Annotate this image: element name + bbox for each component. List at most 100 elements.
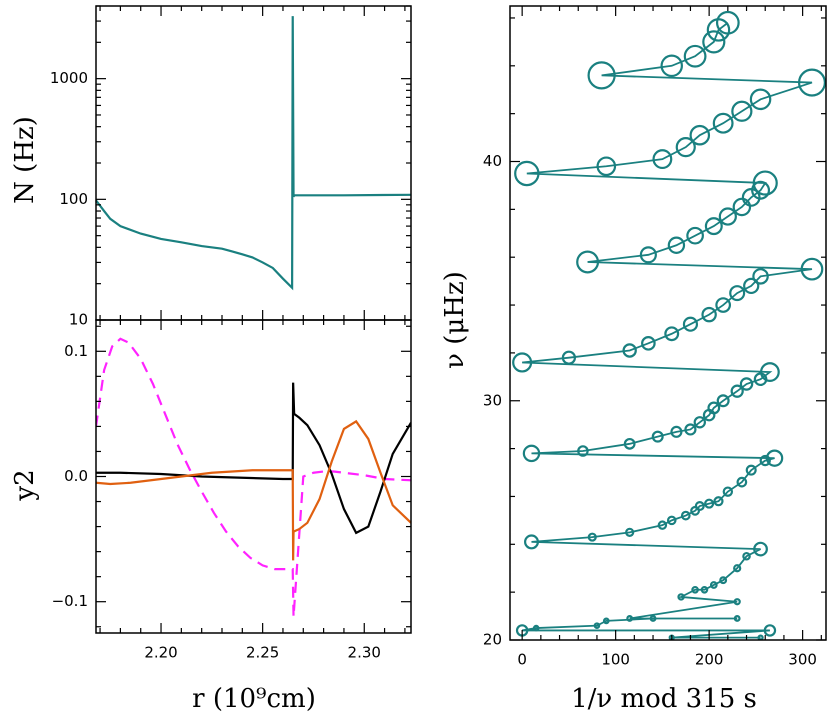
mode-marker [751,180,771,200]
mode-marker [797,68,826,97]
mode-marker [675,137,696,158]
mode-marker [719,576,728,585]
mode-marker [667,236,686,254]
mode-marker [760,362,780,382]
mode-marker [680,510,691,521]
y-tick-label: 20 [483,631,502,649]
mode-marker [753,541,768,557]
mode-marker [759,454,771,467]
mode-marker [709,581,718,589]
mode-marker [641,336,656,351]
mode-marker [700,585,709,594]
bottom-panel-frame [95,319,412,634]
mode-marker [763,624,777,637]
mode-marker [577,445,589,457]
mode-marker [660,54,683,78]
mode-marker [684,423,697,436]
mode-marker [664,326,680,342]
mode-marker [715,297,732,313]
mode-marker [733,615,741,622]
mode-marker [745,464,757,476]
y-tick-label: 30 [483,391,502,409]
mode-marker [716,394,730,408]
mode-marker [704,217,723,236]
mode-marker [514,160,540,187]
brunt-vaisala-panel: 1000 100 10 [50,5,412,329]
orange-eigenfunction [96,419,411,561]
mode-marker [701,306,717,323]
bottom-panel-y-axis-label: y2 [10,469,40,501]
x-tick-label: 100 [601,651,630,669]
mode-marker [712,112,734,134]
mode-marker [622,343,637,358]
mode-marker [602,617,610,625]
mode-marker [532,624,540,632]
mode-marker [702,30,726,54]
black-eigenfunction [96,382,411,535]
n-profile-line [95,16,412,291]
mode-marker [593,622,601,629]
mode-marker [596,156,617,177]
mode-marker [670,425,683,438]
mode-marker [657,520,668,530]
mode-marker [625,527,635,537]
mode-marker [587,532,597,542]
mode-marker [715,10,740,35]
echelle-plot-area [512,10,826,640]
mode-marker [652,149,673,170]
mode-marker [742,551,751,561]
mode-marker [649,615,657,622]
mode-marker [731,100,753,122]
mode-marker [587,61,616,90]
mode-marker [639,246,657,264]
bottom-panel-x-axis-label: r (10⁹cm) [192,684,316,714]
top-panel-y-axis-label: N (Hz) [10,116,40,204]
mode-marker [752,170,778,196]
mode-marker [689,124,711,146]
right-panel-y-axis-label: ν (μHz) [440,271,470,369]
eigenfunction-panel: 0.1 0.0 −0.1 2.20 2.25 2.30 [52,319,412,662]
mode-marker [765,449,784,467]
mode-marker [749,88,772,111]
mode-marker [691,585,699,594]
y-tick-label: 40 [483,152,502,170]
mode-connecting-line [521,22,813,639]
mode-marker [707,401,721,415]
mode-marker [729,285,746,302]
mode-marker [722,486,734,497]
mode-marker [512,352,533,373]
mode-marker [524,534,539,550]
mode-marker [718,207,737,226]
mode-marker [730,384,744,398]
mode-marker [683,44,707,68]
mode-marker [686,226,704,245]
mode-marker [800,257,824,281]
y-tick-label: −0.1 [52,592,88,610]
echelle-panel: 0 100 200 300 20 30 40 [483,5,827,669]
mode-marker [752,268,769,285]
x-tick-label: 0 [517,651,527,669]
mode-marker [743,277,760,295]
mode-marker [522,444,541,463]
mode-marker [682,316,699,332]
mode-marker [694,501,705,512]
mode-marker [739,377,754,391]
mode-marker [677,593,685,601]
mode-marker [666,515,677,526]
right-panel-frame [509,5,827,641]
x-tick-label: 2.20 [144,644,177,662]
mode-marker [626,615,634,622]
x-tick-label: 2.25 [246,644,279,662]
y-tick-label: 0.0 [64,467,88,485]
mode-marker [736,476,748,488]
mode-marker [576,250,600,274]
right-panel-x-axis-label: 1/ν mod 315 s [571,684,757,714]
top-panel-frame [95,5,412,321]
mode-marker [561,350,577,365]
mode-marker [732,197,752,217]
y-tick-label: 100 [59,190,88,208]
mode-marker [713,496,724,507]
x-tick-label: 2.30 [348,644,381,662]
y-tick-label: 0.1 [64,342,88,360]
